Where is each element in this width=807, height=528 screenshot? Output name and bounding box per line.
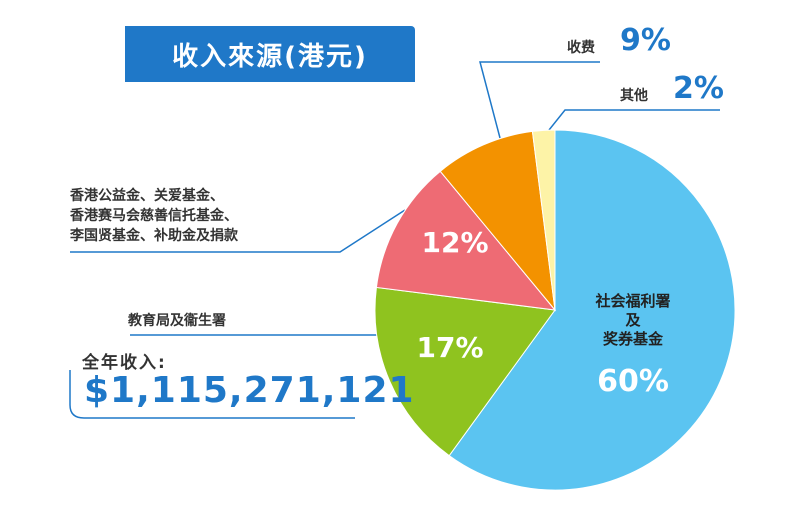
leader-line-others — [548, 109, 720, 131]
pie-pct-edu: 17% — [416, 331, 483, 364]
pie-slice-edu — [374, 286, 556, 457]
total-income-label: 全年收入: — [82, 353, 167, 373]
total-bracket — [69, 370, 355, 419]
label-donations-line1: 香港公益金、关爱基金、 — [70, 188, 224, 204]
pie-label-swd-line2: 及 — [625, 311, 641, 329]
pie-slices — [374, 129, 736, 491]
pie-label-swd-line1: 社会福利署 — [594, 292, 670, 310]
label-fees-name: 收费 — [567, 40, 595, 56]
chart-title: 收入來源(港元) — [125, 26, 415, 82]
pie-pct-donations: 12% — [421, 226, 488, 259]
pie-label-swd-line3: 奖券基金 — [603, 330, 664, 348]
label-edu-name: 教育局及衞生署 — [128, 313, 226, 329]
pie-slice-donations — [375, 170, 557, 311]
pie-slice-others — [531, 129, 556, 311]
label-donations-line3: 李国贤基金、补助金及捐款 — [70, 228, 238, 244]
leader-line-fees — [479, 61, 600, 139]
label-others-pct: 2% — [673, 71, 724, 106]
label-donations-line2: 香港赛马会慈善信托基金、 — [70, 208, 238, 224]
total-income-value: $1,115,271,121 — [84, 370, 415, 411]
pie-slice-fees — [439, 130, 556, 312]
pie-pct-swd: 60% — [597, 364, 669, 399]
leader-line-donations — [70, 209, 406, 253]
label-others-name: 其他 — [620, 88, 648, 104]
pie-slice-swd — [448, 129, 736, 491]
label-fees-pct: 9% — [620, 23, 671, 58]
